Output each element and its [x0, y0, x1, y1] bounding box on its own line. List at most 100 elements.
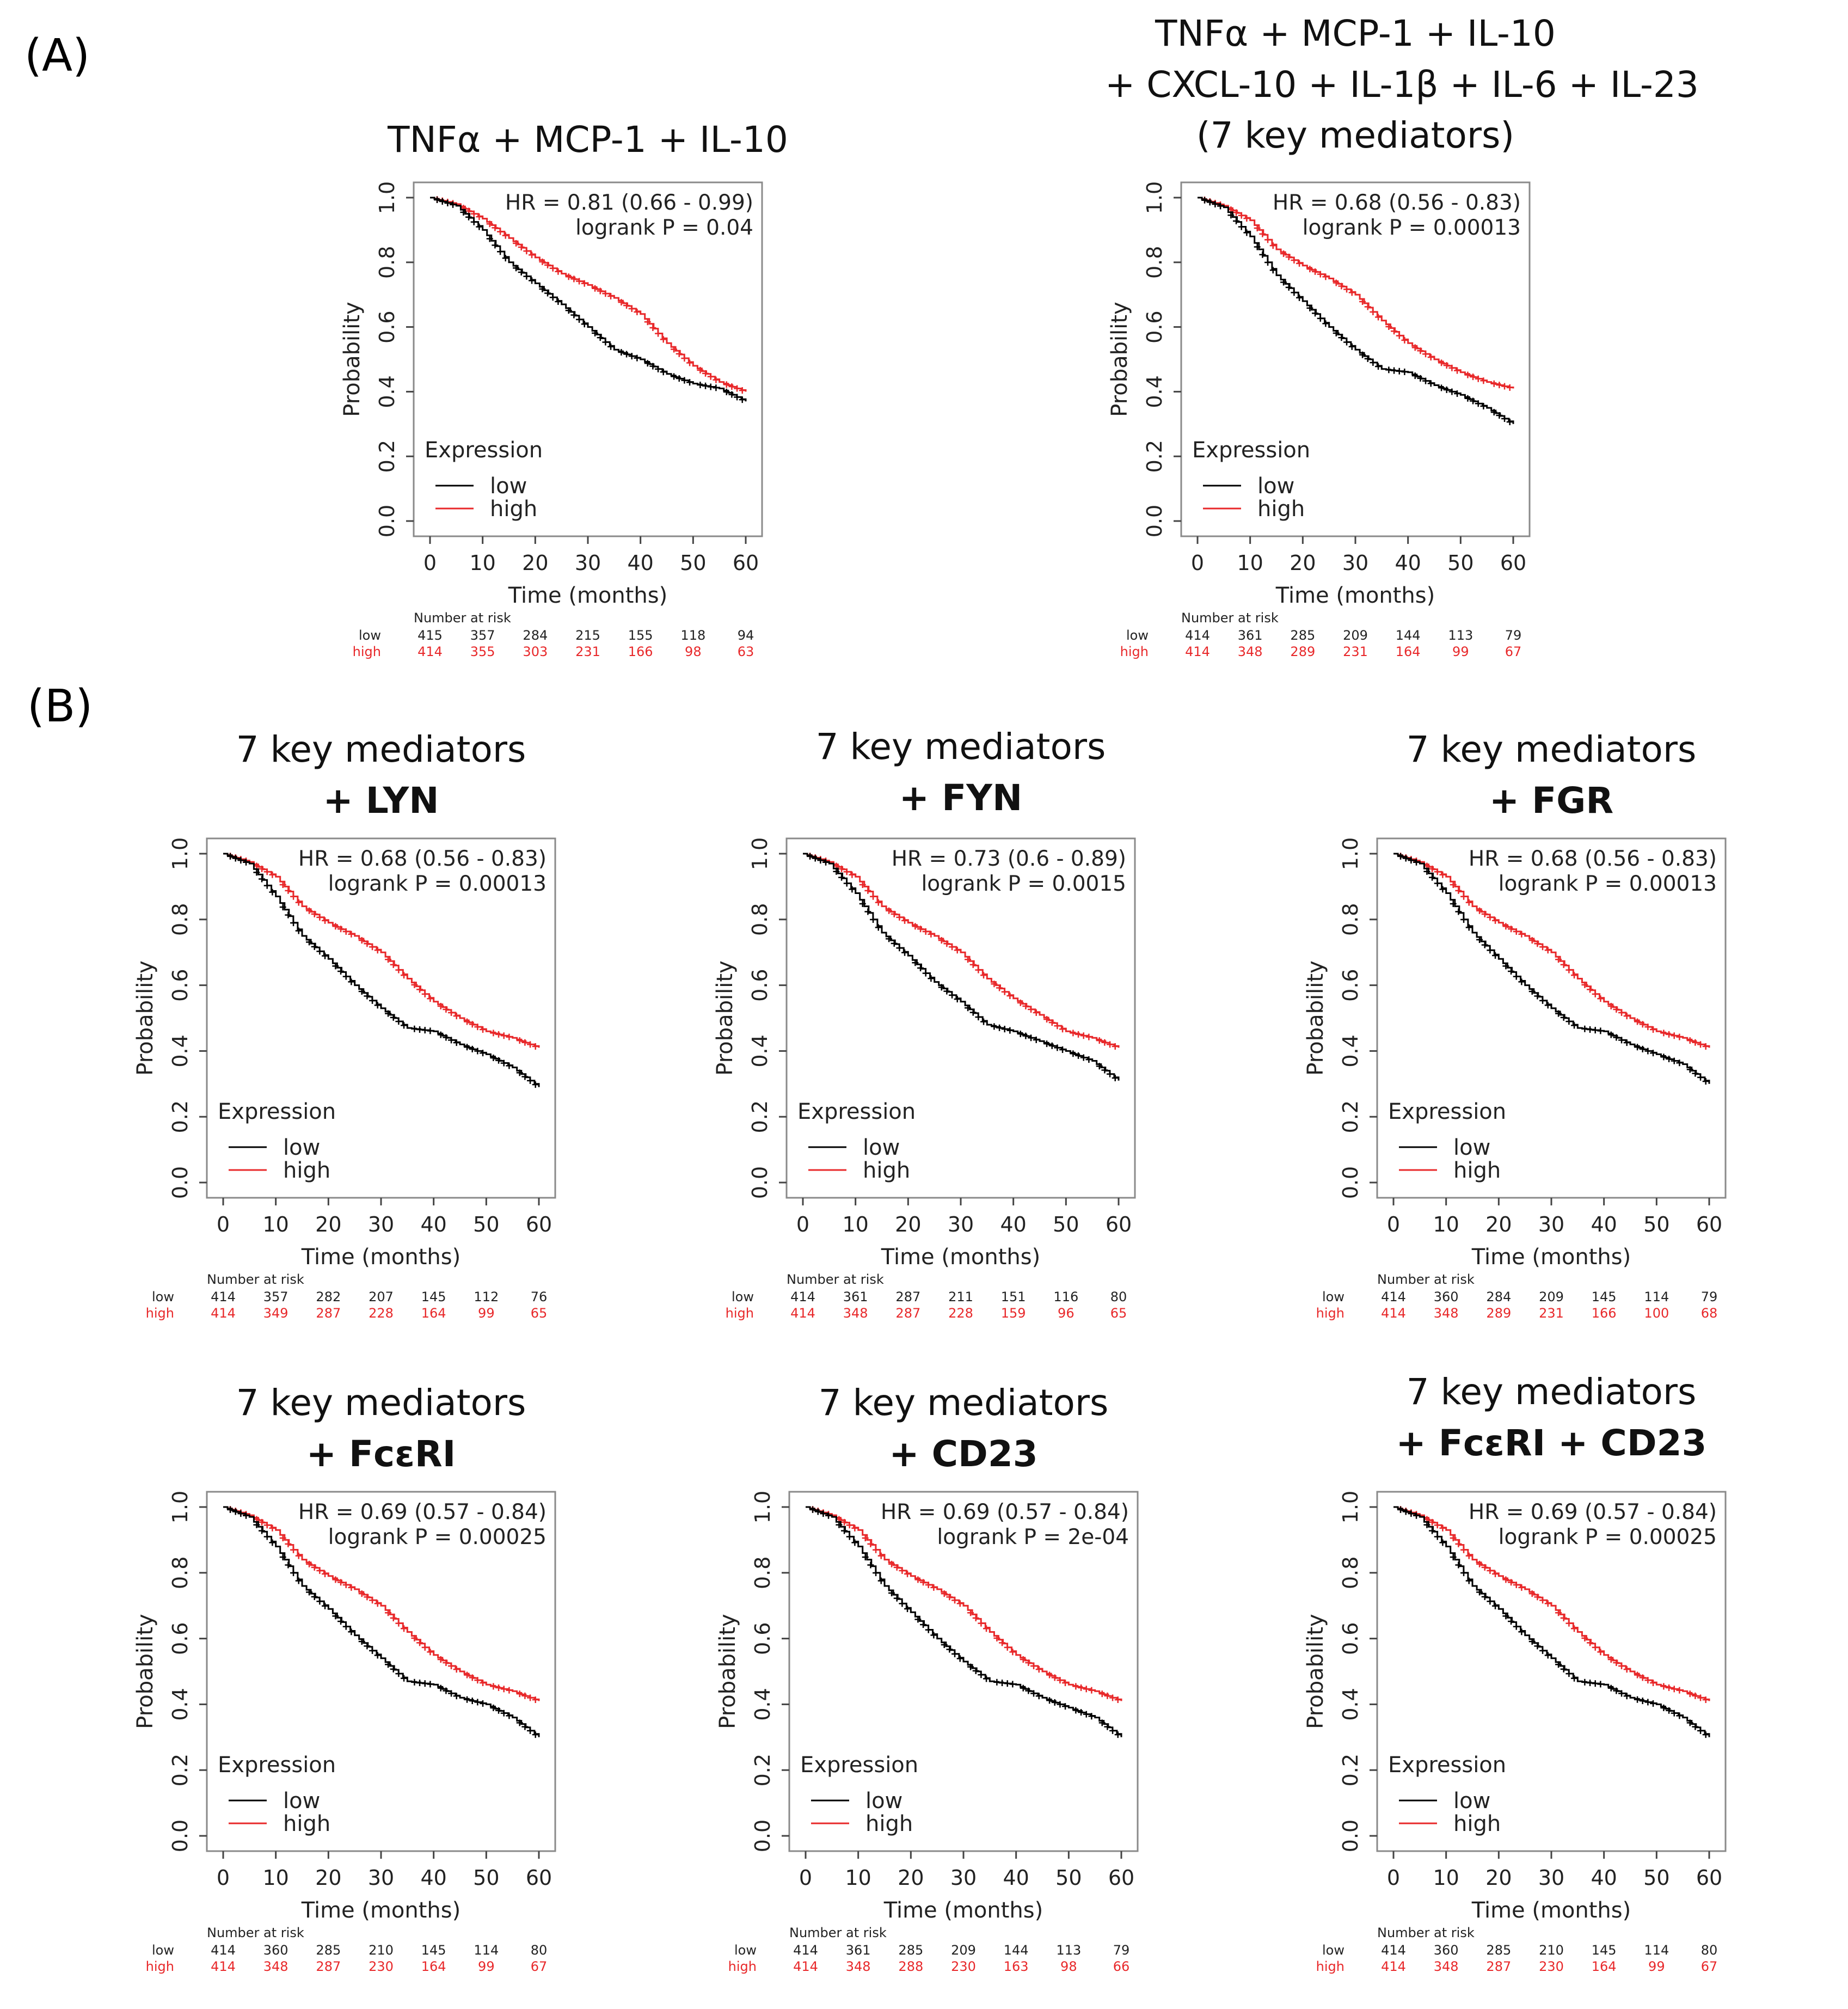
censor-mark-high	[1391, 328, 1398, 335]
censor-mark-high	[1280, 250, 1287, 258]
censor-mark-high	[322, 917, 329, 924]
censor-mark-low	[1465, 1577, 1472, 1584]
censor-mark-low	[358, 988, 365, 995]
censor-mark-low	[358, 1638, 365, 1645]
chart-title-line: + FGR	[1489, 779, 1614, 822]
censor-mark-high	[1020, 1656, 1027, 1663]
risk-row-label-high: high	[1316, 1306, 1344, 1321]
panel-label-b: (B)	[27, 681, 93, 732]
censor-mark-low	[1508, 967, 1515, 975]
x-tick-label: 30	[1538, 1866, 1564, 1890]
risk-count-low: 94	[738, 628, 754, 643]
chart-title: 7 key mediators + LYN	[131, 724, 631, 826]
chart-title-line: TNFα + MCP-1 + IL-10	[1155, 13, 1556, 54]
censor-mark-low	[996, 1024, 1003, 1031]
censor-mark-high	[416, 1639, 423, 1646]
risk-count-low: 209	[1343, 628, 1368, 643]
censor-mark-low	[841, 1527, 848, 1534]
censor-mark-high	[1692, 1039, 1699, 1046]
censor-mark-high	[1618, 1009, 1625, 1016]
censor-mark-high	[421, 1644, 428, 1651]
censor-mark-high	[1555, 1609, 1562, 1616]
legend-high-label: high	[863, 1158, 910, 1183]
censor-mark-low	[864, 908, 871, 915]
km-chart-7: 7 key mediators + CD23 0 10 20 30 40 50 60 0.0 0.2…	[713, 1377, 1214, 2009]
x-tick-label: 10	[469, 551, 495, 575]
y-tick-label: 0.4	[168, 1034, 192, 1067]
censor-mark-high	[1607, 1656, 1614, 1663]
censor-mark-low	[1269, 267, 1276, 274]
censor-mark-high	[1528, 1590, 1536, 1597]
censor-mark-high	[476, 213, 483, 220]
risk-count-high: 228	[369, 1306, 394, 1321]
x-tick-label: 40	[1591, 1866, 1617, 1890]
censor-mark-low	[342, 1623, 349, 1630]
censor-mark-low	[904, 1605, 911, 1612]
censor-mark-low	[951, 1650, 959, 1657]
censor-mark-low	[518, 268, 525, 275]
censor-mark-high	[602, 290, 609, 297]
risk-count-low: 80	[531, 1943, 548, 1958]
risk-count-high: 230	[369, 1959, 394, 1974]
x-tick-label: 30	[1538, 1212, 1564, 1236]
x-tick-label: 10	[1433, 1866, 1459, 1890]
risk-count-low: 361	[1238, 628, 1263, 643]
censor-mark-low	[555, 298, 562, 305]
risk-count-high: 98	[1060, 1959, 1077, 1974]
censor-mark-high	[1666, 1684, 1673, 1691]
censor-mark-low	[1613, 1034, 1620, 1041]
censor-mark-low	[506, 1062, 513, 1069]
censor-mark-high	[495, 1031, 502, 1038]
censor-mark-low	[369, 997, 376, 1004]
censor-mark-high	[1070, 1030, 1077, 1037]
censor-mark-low	[734, 394, 741, 401]
y-tick-label: 0.4	[168, 1688, 192, 1720]
censor-mark-high	[1650, 1680, 1657, 1687]
censor-mark-low	[443, 1687, 450, 1694]
censor-mark-high	[364, 1594, 371, 1601]
risk-count-low: 360	[1434, 1289, 1459, 1304]
censor-mark-low	[875, 924, 882, 931]
risk-count-low: 414	[1185, 628, 1210, 643]
censor-mark-high	[1518, 1584, 1525, 1591]
censor-mark-high	[1001, 988, 1008, 995]
censor-mark-low	[1397, 1506, 1404, 1513]
x-axis-title: Time (months)	[883, 1898, 1043, 1923]
censor-mark-low	[1254, 243, 1261, 250]
censor-mark-low	[922, 970, 929, 977]
x-tick-label: 0	[217, 1866, 230, 1890]
censor-mark-low	[253, 1521, 260, 1528]
censor-mark-high	[516, 1037, 523, 1044]
censor-mark-high	[901, 917, 908, 924]
censor-mark-high	[978, 1620, 985, 1627]
y-axis-title: Probability	[1303, 960, 1328, 1075]
censor-mark-high	[544, 261, 551, 268]
censor-mark-low	[506, 1712, 513, 1719]
censor-mark-high	[443, 1659, 450, 1666]
censor-mark-high	[660, 336, 667, 343]
censor-mark-low	[1098, 1719, 1106, 1726]
x-tick-label: 30	[950, 1866, 977, 1890]
x-tick-label: 0	[1191, 551, 1204, 575]
censor-mark-high	[697, 366, 704, 373]
risk-count-high: 96	[1058, 1306, 1075, 1321]
censor-mark-low	[1555, 1661, 1562, 1668]
censor-mark-low	[544, 290, 551, 297]
risk-count-high: 349	[263, 1306, 288, 1321]
censor-mark-low	[1460, 916, 1468, 923]
censor-mark-high	[1571, 972, 1578, 979]
risk-table-title: Number at risk	[207, 1272, 304, 1287]
censor-mark-high	[1285, 253, 1292, 260]
censor-mark-high	[877, 1552, 885, 1559]
censor-mark-high	[1046, 1671, 1053, 1679]
censor-mark-low	[232, 1508, 239, 1515]
censor-mark-low	[1671, 1710, 1678, 1717]
censor-mark-low	[991, 1023, 998, 1030]
censor-mark-low	[1490, 409, 1497, 416]
censor-mark-low	[686, 379, 693, 386]
censor-mark-low	[849, 886, 856, 893]
km-curve-low	[1198, 197, 1514, 424]
censor-mark-high	[1660, 1030, 1667, 1037]
legend-high-label: high	[1257, 497, 1305, 522]
censor-mark-high	[1109, 1694, 1116, 1701]
